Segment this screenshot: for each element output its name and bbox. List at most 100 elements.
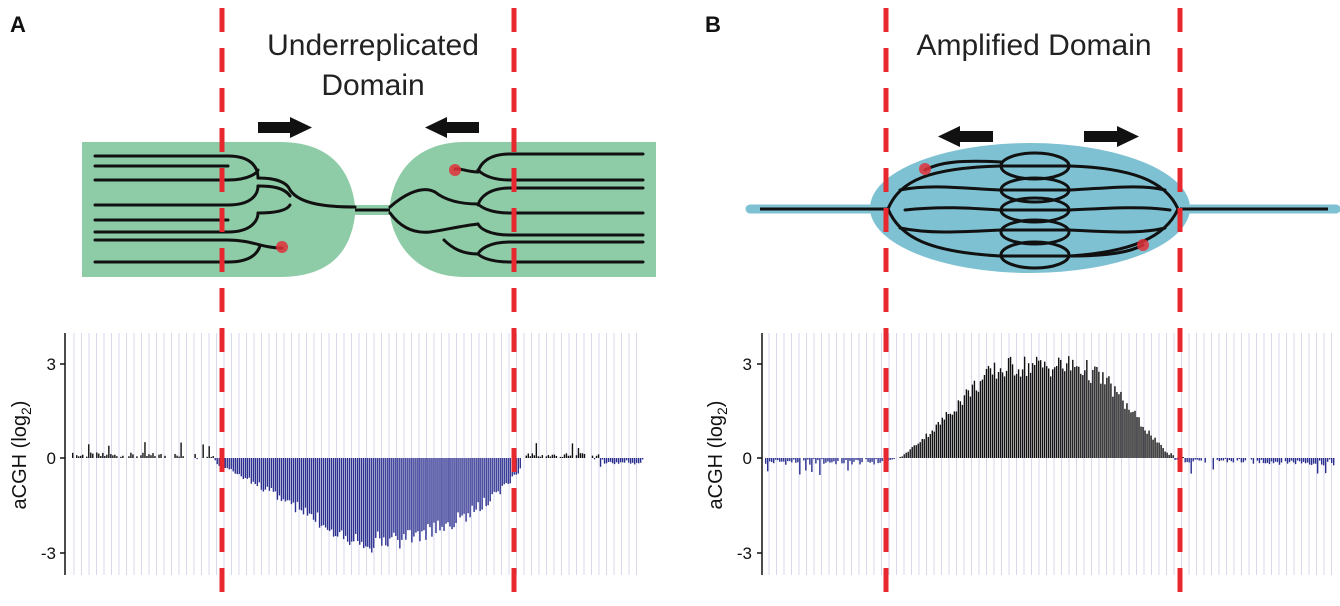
acgh-bar: [1296, 458, 1299, 461]
stalled-fork-dot-icon: [919, 163, 931, 175]
acgh-bar: [112, 455, 114, 458]
acgh-bar: [989, 368, 992, 458]
acgh-bar: [363, 458, 365, 549]
acgh-bar: [1120, 391, 1122, 458]
panel-b-y-axis-label: aCGH (log2): [705, 401, 730, 510]
acgh-bar: [1172, 455, 1174, 458]
acgh-bar: [517, 458, 519, 474]
acgh-bar: [1160, 444, 1162, 458]
acgh-bar: [1182, 457, 1184, 458]
acgh-bar: [196, 458, 198, 460]
acgh-bar: [595, 455, 598, 458]
acgh-bar: [935, 424, 937, 458]
acgh-bar: [1043, 361, 1046, 458]
acgh-bar: [439, 458, 441, 531]
acgh-bar: [975, 390, 978, 458]
acgh-bar: [551, 454, 554, 458]
acgh-bar: [1138, 417, 1140, 458]
acgh-bar: [72, 452, 74, 458]
acgh-bar: [1033, 365, 1036, 458]
acgh-bar: [969, 396, 972, 458]
acgh-bar: [635, 458, 638, 463]
acgh-bar: [977, 391, 980, 458]
acgh-bar: [911, 447, 913, 458]
acgh-bar: [767, 458, 769, 472]
acgh-bar: [100, 455, 102, 458]
acgh-bar: [1288, 458, 1291, 463]
acgh-bar: [789, 458, 791, 462]
acgh-bar: [613, 458, 616, 465]
acgh-bar: [775, 458, 777, 460]
acgh-bar: [1035, 356, 1038, 458]
acgh-bar: [1114, 386, 1116, 458]
acgh-bar: [475, 458, 477, 510]
acgh-bar: [815, 458, 817, 464]
acgh-bar: [951, 414, 954, 458]
acgh-bar: [336, 458, 339, 537]
acgh-bar: [359, 458, 361, 545]
acgh-bar: [537, 456, 540, 458]
acgh-bar: [577, 448, 580, 458]
acgh-bar: [401, 458, 403, 540]
acgh-bar: [593, 458, 596, 460]
acgh-bar: [553, 454, 556, 458]
acgh-bar: [391, 458, 393, 538]
leftward-fork-arrow-icon: [938, 126, 993, 147]
acgh-bar: [96, 452, 98, 458]
acgh-bar: [1152, 439, 1154, 458]
acgh-bar: [925, 433, 927, 458]
acgh-bar: [328, 458, 331, 532]
acgh-bar: [1244, 458, 1247, 461]
acgh-bar: [393, 458, 395, 533]
acgh-bar: [310, 458, 313, 515]
acgh-bar: [1142, 426, 1144, 458]
acgh-bar: [413, 458, 415, 537]
acgh-bar: [583, 453, 586, 458]
acgh-bar: [1094, 366, 1096, 458]
acgh-bar: [1333, 458, 1335, 466]
acgh-bar: [923, 439, 925, 458]
acgh-bar: [1272, 458, 1275, 464]
acgh-bar: [98, 453, 100, 458]
panel-b-ytick-label: 3: [743, 355, 752, 374]
acgh-bar: [793, 458, 795, 460]
panel-a-ytick-label: -3: [41, 544, 56, 563]
acgh-bar: [579, 453, 582, 458]
acgh-bar: [549, 456, 552, 458]
acgh-bar: [238, 458, 240, 475]
acgh-bar: [642, 458, 644, 460]
acgh-bar: [953, 411, 956, 458]
acgh-bar: [879, 458, 881, 463]
acgh-bar: [461, 458, 463, 516]
acgh-bar: [465, 458, 467, 522]
acgh-bar: [985, 368, 988, 458]
acgh-bar: [367, 458, 369, 547]
acgh-bar: [1130, 412, 1132, 458]
acgh-bar: [555, 455, 558, 458]
panel-b-ytick-label: -3: [737, 544, 752, 563]
acgh-bar: [104, 456, 106, 458]
acgh-bar: [601, 458, 604, 460]
acgh-bar: [1080, 373, 1082, 458]
acgh-bar: [927, 436, 929, 458]
acgh-bar: [1256, 458, 1259, 461]
acgh-bar: [469, 458, 471, 518]
acgh-bar: [1174, 458, 1176, 460]
acgh-bar: [603, 458, 606, 464]
acgh-bar: [1056, 365, 1058, 458]
acgh-bar: [913, 445, 915, 458]
acgh-bar: [377, 458, 379, 532]
acgh-bar: [1220, 458, 1222, 461]
acgh-bar: [365, 458, 367, 547]
acgh-bar: [1224, 458, 1227, 459]
acgh-bar: [575, 455, 578, 458]
panel-b-label: B: [705, 12, 721, 37]
acgh-bar: [847, 458, 849, 471]
acgh-bar: [827, 458, 829, 462]
acgh-bar: [1039, 360, 1042, 458]
acgh-bar: [877, 458, 879, 464]
acgh-bar: [947, 414, 950, 458]
acgh-bar: [1146, 433, 1148, 458]
acgh-bar: [140, 455, 142, 458]
acgh-bar: [435, 458, 437, 534]
